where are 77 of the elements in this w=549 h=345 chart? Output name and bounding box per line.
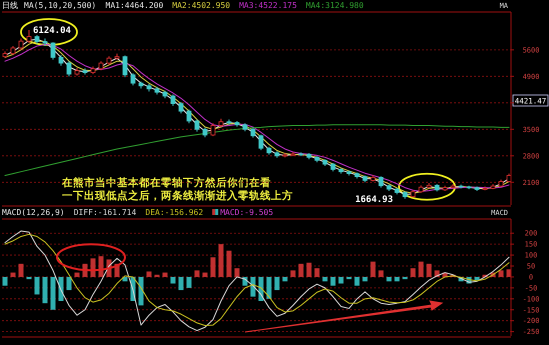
bar (314, 268, 320, 277)
text: MA3:4522.175 (239, 1, 298, 10)
bar (282, 276, 288, 282)
candlestick (178, 102, 184, 114)
candlestick (10, 46, 16, 56)
candlestick (170, 94, 176, 106)
bar (162, 272, 168, 277)
text: MA4:3124.980 (306, 1, 364, 10)
bar (42, 276, 48, 304)
bar (74, 272, 80, 277)
text: DIFF:-161.714 (74, 208, 136, 217)
bar (50, 276, 56, 310)
legend-label: MACD:-9.505 (220, 208, 274, 217)
bar (354, 276, 360, 286)
bar (378, 270, 384, 277)
bar (338, 276, 344, 284)
candlestick (18, 38, 24, 50)
bar (498, 270, 504, 277)
candlestick (194, 118, 200, 132)
text: MA2:4502.950 (172, 1, 230, 10)
annotation: 1664.93 (355, 194, 393, 205)
annotation: 6124.04 (33, 26, 72, 36)
bar (362, 276, 368, 282)
bar (2, 276, 8, 286)
candlestick (210, 122, 216, 137)
chart-title: 日线 (2, 1, 18, 10)
candlestick (250, 127, 256, 138)
line-series (4, 124, 510, 176)
bar (402, 276, 408, 280)
bar (410, 268, 416, 277)
bar (226, 250, 232, 277)
bar (34, 276, 40, 294)
bar (322, 276, 328, 282)
bar (306, 262, 312, 277)
bar (210, 257, 216, 277)
candlestick (258, 134, 264, 151)
bar (426, 264, 432, 277)
candlestick (26, 30, 32, 44)
bar (266, 276, 272, 299)
bar (58, 276, 64, 302)
candlestick (58, 54, 64, 66)
bar (290, 270, 296, 277)
bar (18, 264, 24, 277)
bar (202, 272, 208, 277)
bar (170, 276, 176, 284)
bar (138, 276, 144, 306)
bar (234, 268, 240, 277)
bar (66, 276, 72, 290)
candlestick (50, 42, 56, 60)
bar (346, 276, 352, 280)
bar (194, 270, 200, 277)
bar (218, 244, 224, 277)
bar (298, 264, 304, 277)
bar (330, 276, 336, 286)
legend-title: MACD(12,26,9) (2, 208, 65, 217)
candlestick (98, 60, 104, 71)
bar (178, 276, 184, 290)
text: DEA:-156.962 (145, 208, 204, 217)
legend-title: MA(5,10,20,500) (24, 1, 96, 10)
bar (394, 276, 400, 282)
bar (146, 271, 152, 277)
bar (122, 276, 128, 282)
bar (370, 262, 376, 277)
bar (186, 276, 192, 288)
bar (26, 276, 32, 280)
annotation: 一下出现低点之后，两条线渐渐进入零轨线上方 (62, 189, 293, 202)
candlestick (378, 176, 384, 188)
candlestick (130, 72, 136, 86)
bar (10, 272, 16, 277)
bar (418, 262, 424, 277)
candlestick (202, 127, 208, 138)
bar (386, 276, 392, 282)
bar (274, 276, 280, 290)
text: MA1:4464.200 (106, 1, 164, 10)
candlestick (122, 55, 128, 78)
candlestick (66, 60, 72, 77)
candlestick (186, 109, 192, 124)
